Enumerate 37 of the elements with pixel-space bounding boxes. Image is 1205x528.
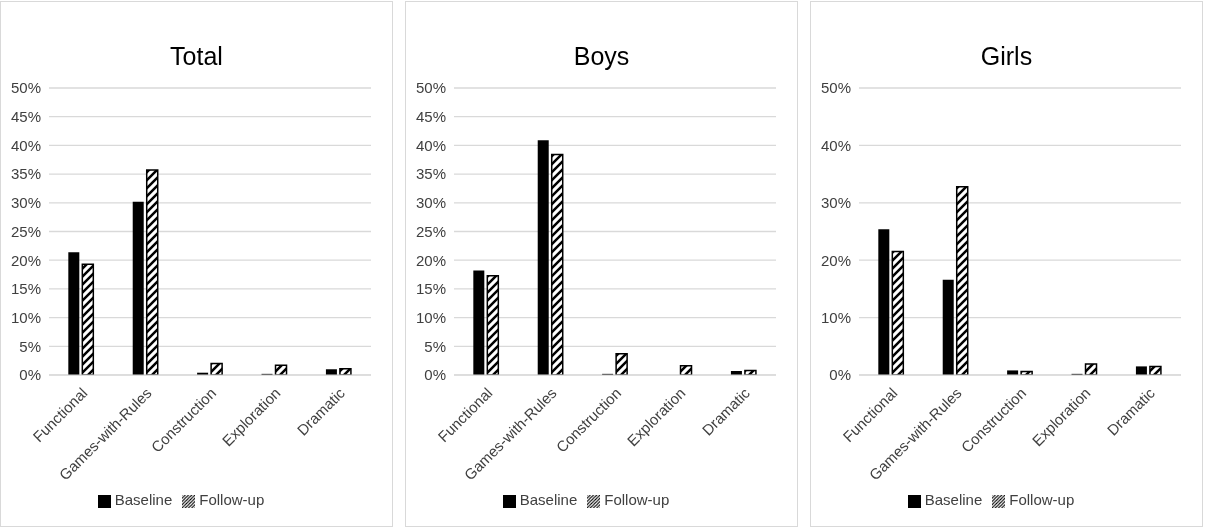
legend-label: Baseline [114,491,173,508]
y-tick-label: 45% [415,108,446,126]
y-tick-label: 15% [415,280,446,298]
y-tick-label: 0% [829,366,851,384]
chart-title: Boys [572,42,631,72]
y-tick-label: 10% [820,308,851,326]
y-tick-label: 30% [415,194,446,212]
y-tick-label: 25% [10,222,41,240]
legend-label: Follow-up [1009,491,1075,508]
y-tick-label: 35% [415,165,446,183]
y-tick-label: 45% [10,108,41,126]
y-tick-label: 20% [415,251,446,269]
chart-title: Total [169,42,224,72]
y-tick-label: 25% [415,222,446,240]
legend-label: Follow-up [199,491,265,508]
y-tick-label: 35% [10,165,41,183]
y-tick-label: 20% [10,251,41,269]
y-tick-label: 0% [19,366,41,384]
y-tick-label: 40% [415,136,446,154]
y-tick-label: 10% [415,308,446,326]
y-tick-label: 50% [415,79,446,97]
y-tick-label: 50% [10,79,41,97]
y-tick-label: 15% [10,280,41,298]
y-tick-label: 5% [19,337,41,355]
y-tick-label: 30% [10,194,41,212]
legend-label: Follow-up [604,491,670,508]
y-tick-label: 10% [10,308,41,326]
chart-title: Girls [979,42,1034,72]
y-tick-label: 5% [424,337,446,355]
y-tick-label: 40% [10,136,41,154]
y-tick-label: 30% [820,194,851,212]
legend-label: Baseline [924,491,983,508]
y-tick-label: 20% [820,251,851,269]
y-tick-label: 40% [820,136,851,154]
y-tick-label: 50% [820,79,851,97]
legend-label: Baseline [519,491,578,508]
y-tick-label: 0% [424,366,446,384]
